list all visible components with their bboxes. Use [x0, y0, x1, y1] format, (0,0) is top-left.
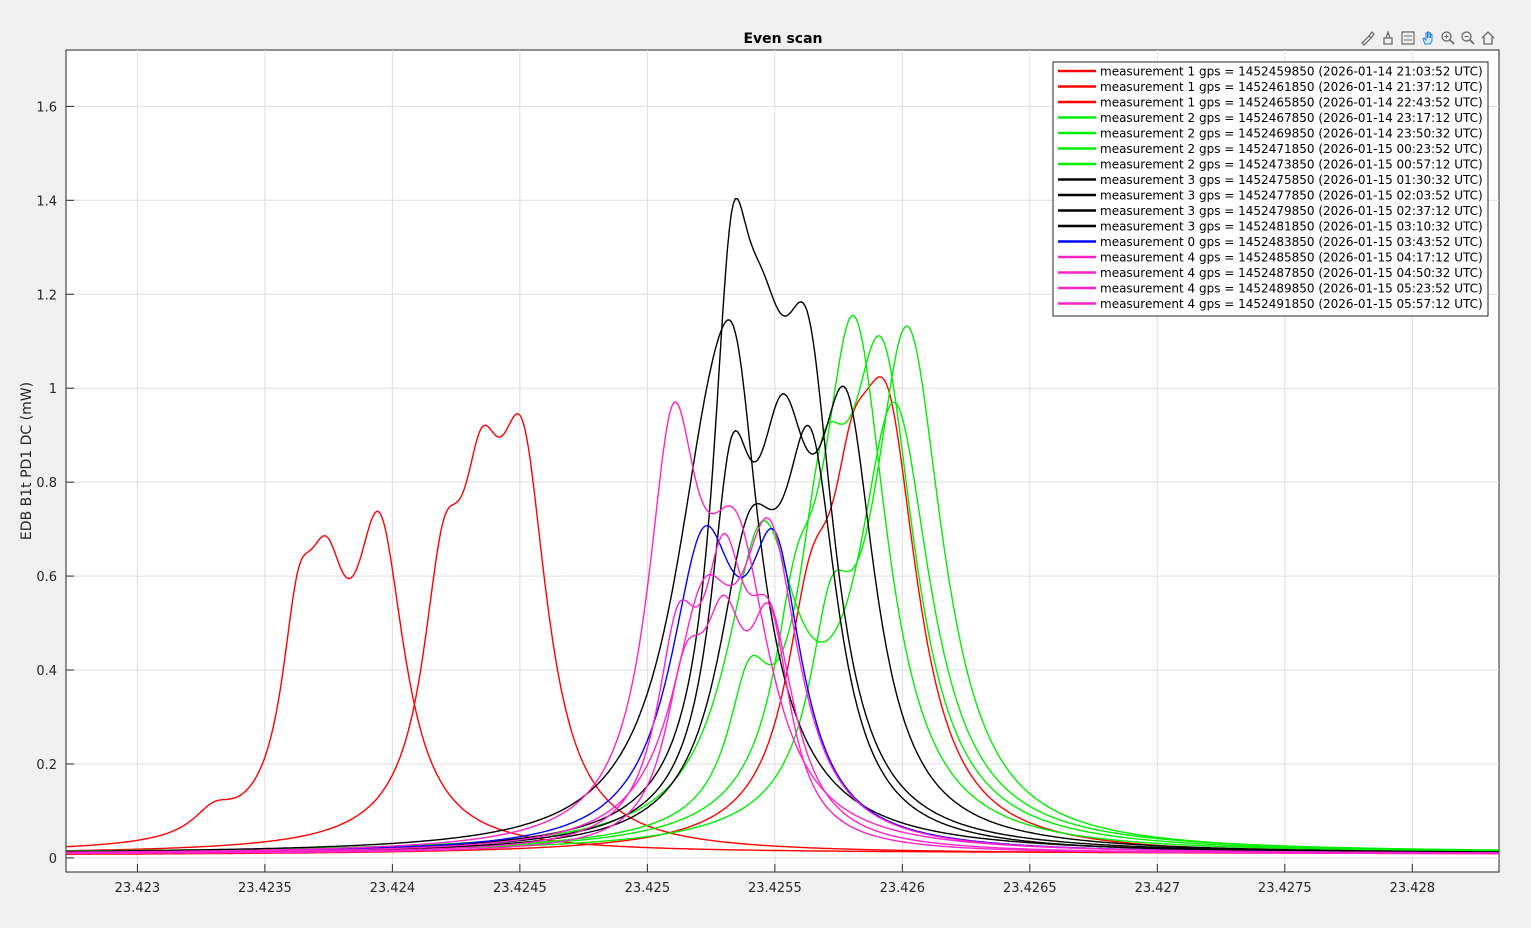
zoom-in-icon[interactable] — [1438, 28, 1457, 48]
x-axis: 23.423 23.4235 23.424 23.4245 23.425 23.4255 2… — [115, 864, 1435, 896]
y-tick-label: 1.4 — [36, 194, 57, 209]
legend-entry[interactable]: measurement 4 gps = 1452485850 (2026-01-… — [1100, 251, 1483, 265]
legend-entry[interactable]: measurement 4 gps = 1452491850 (2026-01-… — [1100, 297, 1483, 311]
series-line-14 — [66, 517, 1499, 854]
x-tick-label: 23.425 — [625, 881, 671, 896]
axes-toolbar — [1358, 28, 1497, 50]
legend-entry[interactable]: measurement 2 gps = 1452467850 (2026-01-… — [1100, 111, 1483, 125]
y-tick-label: 0 — [49, 852, 57, 867]
legend-box — [1052, 61, 1489, 317]
x-tick-label: 23.4275 — [1258, 881, 1312, 896]
legend-entry[interactable]: measurement 4 gps = 1452489850 (2026-01-… — [1100, 282, 1483, 296]
x-tick-label: 23.424 — [370, 881, 416, 896]
legend-entry[interactable]: measurement 3 gps = 1452481850 (2026-01-… — [1100, 220, 1483, 234]
series-line-16 — [66, 594, 1499, 855]
series-lines — [65, 197, 1500, 855]
legend-entry[interactable]: measurement 3 gps = 1452475850 (2026-01-… — [1100, 173, 1483, 187]
x-tick-label: 23.428 — [1390, 881, 1436, 896]
brush-icon[interactable] — [1358, 28, 1377, 48]
series-line-7 — [66, 401, 1499, 852]
y-tick-label: 0.4 — [36, 664, 57, 679]
pan-hand-icon[interactable] — [1418, 28, 1437, 48]
legend-entry[interactable]: measurement 3 gps = 1452477850 (2026-01-… — [1100, 189, 1483, 203]
legend-entry[interactable]: measurement 2 gps = 1452473850 (2026-01-… — [1100, 158, 1483, 172]
legend-entry[interactable]: measurement 2 gps = 1452471850 (2026-01-… — [1100, 142, 1483, 156]
legend-entry[interactable]: measurement 1 gps = 1452465850 (2026-01-… — [1100, 96, 1483, 110]
x-tick-label: 23.4235 — [238, 881, 292, 896]
data-tips-icon[interactable] — [1378, 28, 1397, 48]
y-axis: 0 0.2 0.4 0.6 0.8 1 1.2 1.4 1.6 — [36, 100, 74, 867]
home-icon[interactable] — [1478, 28, 1497, 48]
legend-entry[interactable]: measurement 0 gps = 1452483850 (2026-01-… — [1100, 235, 1483, 249]
y-tick-label: 0.6 — [36, 570, 57, 585]
x-tick-label: 23.426 — [880, 881, 926, 896]
x-tick-label: 23.4265 — [1003, 881, 1057, 896]
y-tick-label: 0.8 — [36, 476, 57, 491]
legend-entry[interactable]: measurement 1 gps = 1452459850 (2026-01-… — [1100, 65, 1483, 79]
legend[interactable]: measurement 1 gps = 1452459850 (2026-01-… — [1052, 61, 1489, 317]
chart-title: Even scan — [743, 31, 822, 47]
x-tick-label: 23.4245 — [493, 881, 547, 896]
legend-entry[interactable]: measurement 4 gps = 1452487850 (2026-01-… — [1100, 266, 1483, 280]
y-tick-label: 1.2 — [36, 288, 57, 303]
zoom-out-icon[interactable] — [1458, 28, 1477, 48]
x-tick-label: 23.427 — [1135, 881, 1181, 896]
x-tick-label: 23.423 — [115, 881, 161, 896]
legend-toggle-icon[interactable] — [1398, 28, 1417, 48]
legend-entry[interactable]: measurement 1 gps = 1452461850 (2026-01-… — [1100, 80, 1483, 94]
y-axis-label: EDB B1t PD1 DC (mW) — [19, 382, 35, 540]
legend-entry[interactable]: measurement 3 gps = 1452479850 (2026-01-… — [1100, 204, 1483, 218]
y-tick-label: 1.6 — [36, 100, 57, 115]
x-tick-label: 23.4255 — [748, 881, 802, 896]
y-tick-label: 1 — [49, 382, 57, 397]
legend-entry[interactable]: measurement 2 gps = 1452469850 (2026-01-… — [1100, 127, 1483, 141]
y-tick-label: 0.2 — [36, 758, 57, 773]
